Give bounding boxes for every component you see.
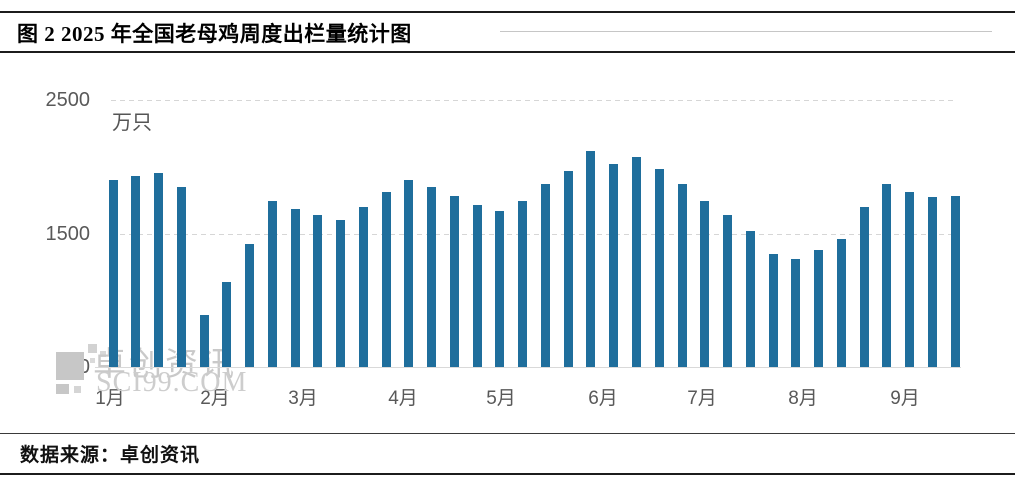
bar-week-7 [245,244,254,367]
bar-week-16 [450,196,459,367]
x-axis-tick-label: 6月 [588,388,618,409]
bar-week-5 [200,315,209,367]
bar-week-19 [518,201,527,367]
y-axis-tick-label: 1500 [45,223,91,245]
bar-week-27 [700,201,709,367]
y-axis-unit-label: 万只 [112,112,152,134]
bar-week-38 [951,196,960,367]
x-axis-tick-label: 8月 [788,388,818,409]
bar-week-3 [154,173,163,367]
bar-week-23 [609,164,618,367]
bar-week-11 [336,220,345,367]
bar-week-13 [382,192,391,367]
bar-week-8 [268,201,277,367]
bar-week-18 [495,211,504,367]
top-border-line [0,11,1015,13]
header-border-line [0,51,1015,53]
bar-week-29 [746,231,755,367]
bar-week-35 [882,184,891,367]
gridline-1500 [111,234,957,235]
x-axis-tick-label: 7月 [687,388,717,409]
bar-week-32 [814,250,823,367]
data-source: 数据来源：卓创资讯 [20,445,201,466]
bar-week-12 [359,207,368,367]
x-axis-tick-label: 3月 [288,388,318,409]
bar-week-4 [177,187,186,367]
bar-week-17 [473,205,482,367]
bar-week-28 [723,215,732,367]
bar-week-9 [291,209,300,367]
watermark-site: SCI99.COM [96,367,248,398]
bar-week-20 [541,184,550,367]
bar-week-25 [655,169,664,367]
bar-week-1 [109,180,118,367]
bar-week-31 [791,259,800,367]
bar-week-14 [404,180,413,367]
bar-week-36 [905,192,914,367]
x-axis-tick-label: 9月 [890,388,920,409]
gridline-2500 [111,100,957,101]
bar-week-24 [632,157,641,367]
bar-week-30 [769,254,778,367]
x-axis-tick-label: 2月 [200,388,230,409]
bar-week-34 [860,207,869,367]
bar-week-37 [928,197,937,367]
y-axis-tick-label: 2500 [45,89,91,111]
bar-week-10 [313,215,322,367]
bar-week-33 [837,239,846,367]
bar-week-22 [586,151,595,367]
bar-week-21 [564,171,573,367]
sci99-logo-icon [54,342,106,394]
footer-bottom-line [0,473,1015,475]
header-artifact-line [500,31,992,32]
bar-week-26 [678,184,687,367]
x-axis-line [95,367,961,368]
bar-week-15 [427,187,436,367]
footer-top-line [0,433,1015,434]
x-axis-tick-label: 5月 [486,388,516,409]
bar-week-6 [222,282,231,367]
x-axis-tick-label: 4月 [388,388,418,409]
bar-week-2 [131,176,140,367]
figure-title: 图 2 2025 年全国老母鸡周度出栏量统计图 [17,22,412,46]
x-axis-tick-label: 1月 [95,388,125,409]
